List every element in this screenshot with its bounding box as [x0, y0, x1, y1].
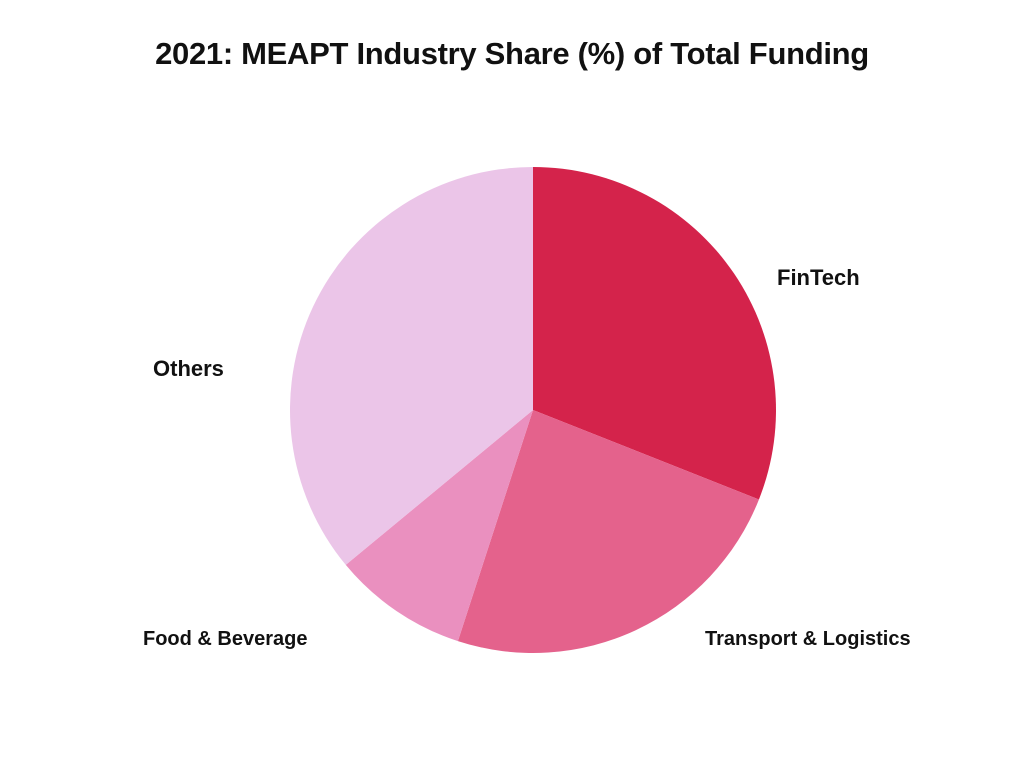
pie-slice-transport-logistics [457, 410, 759, 653]
pie-slices [289, 167, 776, 653]
pie-slice-others [289, 167, 533, 565]
chart-title: 2021: MEAPT Industry Share (%) of Total … [155, 36, 869, 71]
slice-label-food-beverage: Food & Beverage [143, 628, 307, 650]
pie-slice-fintech [533, 167, 776, 500]
slice-label-others: Others [153, 356, 224, 381]
pie-slice-food-beverage [345, 410, 533, 642]
slice-label-fintech: FinTech [777, 265, 860, 290]
slice-label-transport-logistics: Transport & Logistics [705, 628, 911, 650]
